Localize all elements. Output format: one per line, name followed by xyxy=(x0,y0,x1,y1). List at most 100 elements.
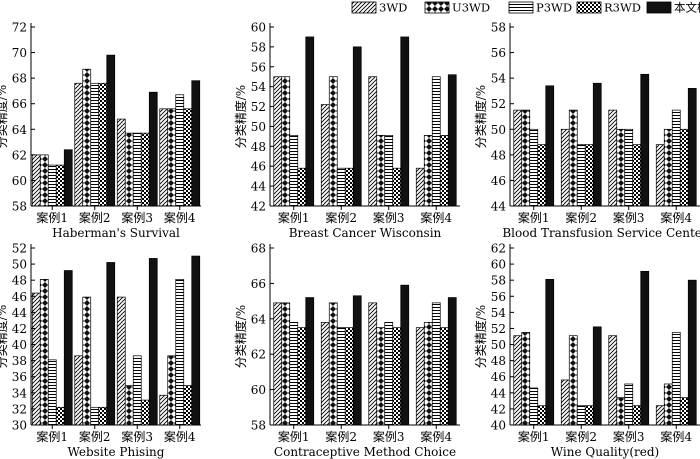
y-tick-label-1-5: 52 xyxy=(251,100,266,114)
bar-5-3-3 xyxy=(679,397,689,426)
bar-1-1-2 xyxy=(376,135,386,207)
bar-5-0-0 xyxy=(513,335,523,426)
bar-0-2-1 xyxy=(90,82,100,207)
bar-2-2-0 xyxy=(529,128,539,207)
legend-label-0: 3WD xyxy=(379,1,407,15)
y-axis-label-4: 分类精度/% xyxy=(233,305,248,368)
x-tick-label-0-3: 案例4 xyxy=(164,210,196,225)
y-tick-label-0-0: 58 xyxy=(12,200,27,214)
y-axis-label-5: 分类精度/% xyxy=(473,305,488,368)
bar-2-2-1 xyxy=(576,144,586,207)
bar-5-1-2 xyxy=(616,397,626,426)
chart-title-4: Contraceptive Method Choice xyxy=(274,445,456,459)
bar-1-4-3 xyxy=(447,74,457,207)
bar-0-2-3 xyxy=(175,94,185,207)
y-tick-label-3-1: 32 xyxy=(12,402,27,416)
x-tick-label-4-2: 案例3 xyxy=(373,429,405,444)
bar-1-1-1 xyxy=(328,76,338,207)
chart-title-3: Website Phising xyxy=(68,445,165,459)
bar-1-1-0 xyxy=(281,76,291,207)
bar-4-1-2 xyxy=(376,327,386,426)
x-tick-label-5-1: 案例2 xyxy=(565,429,597,444)
bar-1-4-2 xyxy=(400,36,410,207)
y-tick-label-2-6: 56 xyxy=(491,46,506,60)
legend-swatch-4 xyxy=(646,1,672,14)
bar-4-1-1 xyxy=(328,302,338,426)
bar-4-4-3 xyxy=(447,297,457,426)
x-tick-label-2-1: 案例2 xyxy=(565,210,597,225)
bar-5-3-0 xyxy=(537,405,547,426)
y-tick-label-3-6: 42 xyxy=(12,322,27,336)
legend-label-2: P3WD xyxy=(536,1,572,15)
legend-label-1: U3WD xyxy=(452,1,490,15)
bar-0-4-2 xyxy=(148,91,158,207)
bar-0-4-1 xyxy=(106,54,116,207)
bar-0-0-1 xyxy=(74,82,84,207)
bar-0-2-0 xyxy=(47,164,57,207)
y-tick-label-4-1: 60 xyxy=(251,383,266,397)
bar-2-4-2 xyxy=(640,73,650,207)
y-tick-label-0-6: 70 xyxy=(12,46,27,60)
x-tick-label-5-2: 案例3 xyxy=(613,429,645,444)
bar-2-4-0 xyxy=(545,85,555,207)
bar-0-4-0 xyxy=(63,149,73,207)
bar-2-0-0 xyxy=(513,109,523,207)
bar-2-1-2 xyxy=(616,128,626,207)
y-tick-label-1-6: 54 xyxy=(251,80,267,94)
bar-0-0-3 xyxy=(159,108,169,207)
bar-1-2-3 xyxy=(431,76,441,207)
y-tick-label-1-8: 58 xyxy=(251,40,266,54)
y-tick-label-4-5: 68 xyxy=(251,242,266,256)
bar-0-3-2 xyxy=(140,132,150,207)
x-tick-label-1-1: 案例2 xyxy=(325,210,357,225)
x-tick-label-4-0: 案例1 xyxy=(278,429,310,444)
bar-5-4-1 xyxy=(592,326,602,426)
y-tick-label-3-5: 40 xyxy=(12,338,27,352)
y-tick-label-5-7: 54 xyxy=(491,306,507,320)
bar-0-3-0 xyxy=(55,164,65,207)
y-tick-label-3-4: 38 xyxy=(12,354,27,368)
bar-3-2-0 xyxy=(47,359,57,426)
bar-1-4-0 xyxy=(305,36,315,207)
chart-panel-3: 30 32 34 36 38 40 42 44 46 48 50 52 案例1 案例2 案例3 案例4 分类精度… xyxy=(0,242,201,459)
bar-5-1-3 xyxy=(663,383,673,426)
y-tick-label-4-3: 64 xyxy=(251,312,267,326)
chart-panels: 58 60 62 64 66 68 70 72 案例1 案例2 案例3 案例4 分类精度/% Haberm… xyxy=(0,21,700,459)
bar-4-4-1 xyxy=(352,295,362,426)
y-tick-label-3-7: 44 xyxy=(12,306,28,320)
y-tick-label-1-3: 48 xyxy=(251,140,266,154)
y-tick-label-4-0: 58 xyxy=(251,419,266,433)
bar-5-0-3 xyxy=(655,405,665,426)
bar-1-0-1 xyxy=(320,104,330,207)
chart-title-1: Breast Cancer Wisconsin xyxy=(289,226,442,240)
bar-5-2-3 xyxy=(671,332,681,426)
bar-3-3-0 xyxy=(55,406,65,426)
y-tick-label-5-3: 46 xyxy=(491,370,506,384)
y-tick-label-1-4: 50 xyxy=(251,120,266,134)
bar-0-3-3 xyxy=(183,108,193,207)
bar-1-3-0 xyxy=(297,167,307,207)
bar-5-3-2 xyxy=(632,405,642,426)
bar-4-3-3 xyxy=(439,327,449,426)
legend-swatch-1 xyxy=(424,1,450,14)
y-tick-label-1-1: 44 xyxy=(251,180,267,194)
bar-2-3-3 xyxy=(679,128,689,207)
y-tick-label-1-9: 60 xyxy=(251,21,266,35)
bar-5-1-1 xyxy=(568,335,578,426)
bar-3-3-2 xyxy=(140,399,150,426)
y-tick-label-1-7: 56 xyxy=(251,60,266,74)
bar-3-1-1 xyxy=(82,296,92,426)
bar-0-2-2 xyxy=(132,132,142,207)
chart-title-2: Blood Transfusion Service Center xyxy=(502,226,700,240)
bar-5-0-1 xyxy=(560,379,570,426)
bar-2-0-3 xyxy=(655,144,665,207)
bar-5-2-1 xyxy=(576,405,586,426)
bar-2-0-1 xyxy=(560,128,570,207)
bar-1-1-3 xyxy=(423,135,433,207)
bar-5-1-0 xyxy=(521,332,531,426)
x-tick-label-5-0: 案例1 xyxy=(518,429,550,444)
bar-4-4-0 xyxy=(305,297,315,426)
x-tick-label-3-3: 案例4 xyxy=(164,429,196,444)
y-tick-label-5-0: 40 xyxy=(491,419,506,433)
x-tick-label-5-3: 案例4 xyxy=(660,429,692,444)
